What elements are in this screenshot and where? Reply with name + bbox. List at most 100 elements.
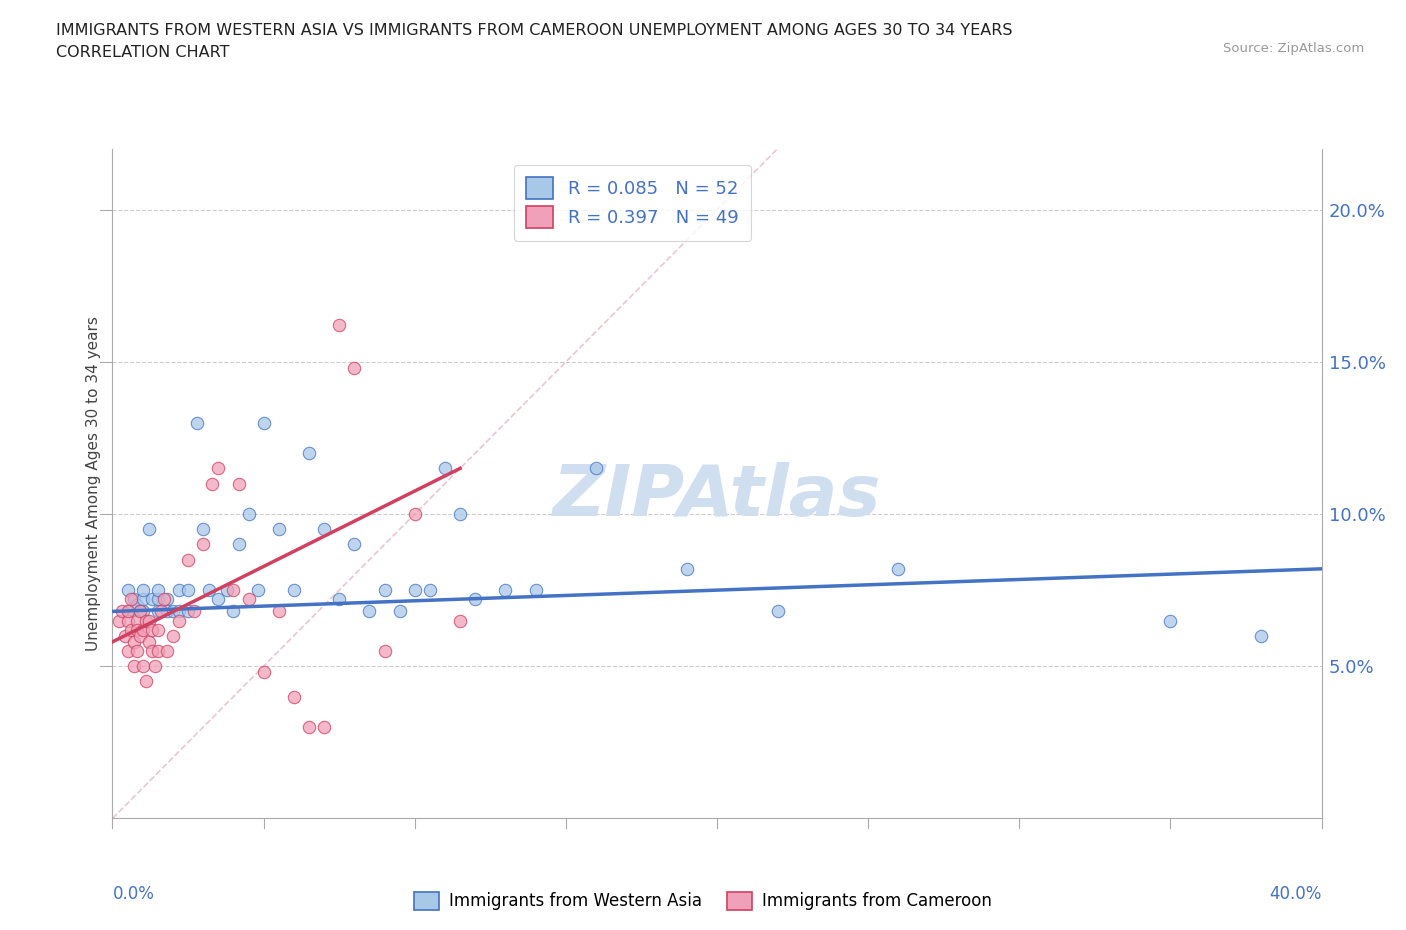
- Point: [149, 604, 172, 618]
- Point: [141, 622, 163, 637]
- Point: [343, 361, 366, 376]
- Point: [120, 622, 142, 637]
- Point: [146, 622, 169, 637]
- Point: [132, 604, 155, 618]
- Point: [153, 591, 176, 606]
- Point: [117, 613, 139, 628]
- Point: [128, 604, 150, 618]
- Point: [138, 634, 160, 649]
- Legend: Immigrants from Western Asia, Immigrants from Cameroon: Immigrants from Western Asia, Immigrants…: [408, 885, 998, 917]
- Point: [132, 658, 155, 673]
- Point: [207, 461, 229, 476]
- Point: [141, 644, 163, 658]
- Point: [404, 507, 426, 522]
- Point: [132, 622, 155, 637]
- Point: [238, 591, 260, 606]
- Point: [156, 644, 179, 658]
- Point: [246, 583, 269, 598]
- Point: [125, 598, 148, 613]
- Point: [114, 629, 136, 644]
- Point: [283, 689, 305, 704]
- Text: CORRELATION CHART: CORRELATION CHART: [56, 45, 229, 60]
- Point: [449, 613, 471, 628]
- Point: [146, 644, 169, 658]
- Point: [138, 522, 160, 537]
- Point: [167, 613, 190, 628]
- Point: [107, 613, 129, 628]
- Text: 40.0%: 40.0%: [1270, 885, 1322, 903]
- Point: [328, 318, 350, 333]
- Point: [146, 604, 169, 618]
- Point: [675, 562, 697, 577]
- Point: [314, 720, 336, 735]
- Point: [138, 613, 160, 628]
- Point: [298, 720, 321, 735]
- Point: [156, 591, 179, 606]
- Point: [125, 613, 148, 628]
- Point: [374, 644, 396, 658]
- Point: [122, 591, 145, 606]
- Point: [128, 604, 150, 618]
- Point: [314, 522, 336, 537]
- Point: [359, 604, 381, 618]
- Point: [135, 613, 157, 628]
- Point: [228, 537, 250, 551]
- Point: [120, 591, 142, 606]
- Point: [117, 644, 139, 658]
- Point: [328, 591, 350, 606]
- Point: [374, 583, 396, 598]
- Point: [495, 583, 517, 598]
- Legend: R = 0.085   N = 52, R = 0.397   N = 49: R = 0.085 N = 52, R = 0.397 N = 49: [513, 165, 751, 241]
- Point: [449, 507, 471, 522]
- Point: [156, 604, 179, 618]
- Point: [122, 658, 145, 673]
- Point: [141, 591, 163, 606]
- Point: [117, 604, 139, 618]
- Point: [222, 604, 245, 618]
- Point: [343, 537, 366, 551]
- Point: [110, 604, 132, 618]
- Point: [524, 583, 547, 598]
- Point: [253, 665, 276, 680]
- Point: [283, 583, 305, 598]
- Point: [404, 583, 426, 598]
- Point: [253, 416, 276, 431]
- Point: [177, 552, 200, 567]
- Point: [191, 537, 214, 551]
- Point: [177, 604, 200, 618]
- Point: [167, 583, 190, 598]
- Point: [132, 591, 155, 606]
- Point: [1159, 613, 1181, 628]
- Point: [117, 604, 139, 618]
- Point: [238, 507, 260, 522]
- Point: [887, 562, 910, 577]
- Point: [125, 622, 148, 637]
- Point: [128, 629, 150, 644]
- Point: [222, 583, 245, 598]
- Point: [267, 522, 290, 537]
- Point: [388, 604, 411, 618]
- Point: [198, 583, 221, 598]
- Point: [135, 674, 157, 689]
- Point: [191, 522, 214, 537]
- Point: [117, 583, 139, 598]
- Point: [1250, 629, 1272, 644]
- Point: [298, 445, 321, 460]
- Text: ZIPAtlas: ZIPAtlas: [553, 462, 882, 531]
- Point: [143, 658, 166, 673]
- Point: [585, 461, 607, 476]
- Y-axis label: Unemployment Among Ages 30 to 34 years: Unemployment Among Ages 30 to 34 years: [86, 316, 101, 651]
- Point: [186, 416, 208, 431]
- Point: [267, 604, 290, 618]
- Point: [183, 604, 205, 618]
- Text: IMMIGRANTS FROM WESTERN ASIA VS IMMIGRANTS FROM CAMEROON UNEMPLOYMENT AMONG AGES: IMMIGRANTS FROM WESTERN ASIA VS IMMIGRAN…: [56, 23, 1012, 38]
- Point: [132, 583, 155, 598]
- Text: Source: ZipAtlas.com: Source: ZipAtlas.com: [1223, 42, 1364, 55]
- Point: [122, 634, 145, 649]
- Point: [228, 476, 250, 491]
- Point: [433, 461, 456, 476]
- Point: [201, 476, 224, 491]
- Point: [125, 644, 148, 658]
- Point: [207, 591, 229, 606]
- Point: [766, 604, 789, 618]
